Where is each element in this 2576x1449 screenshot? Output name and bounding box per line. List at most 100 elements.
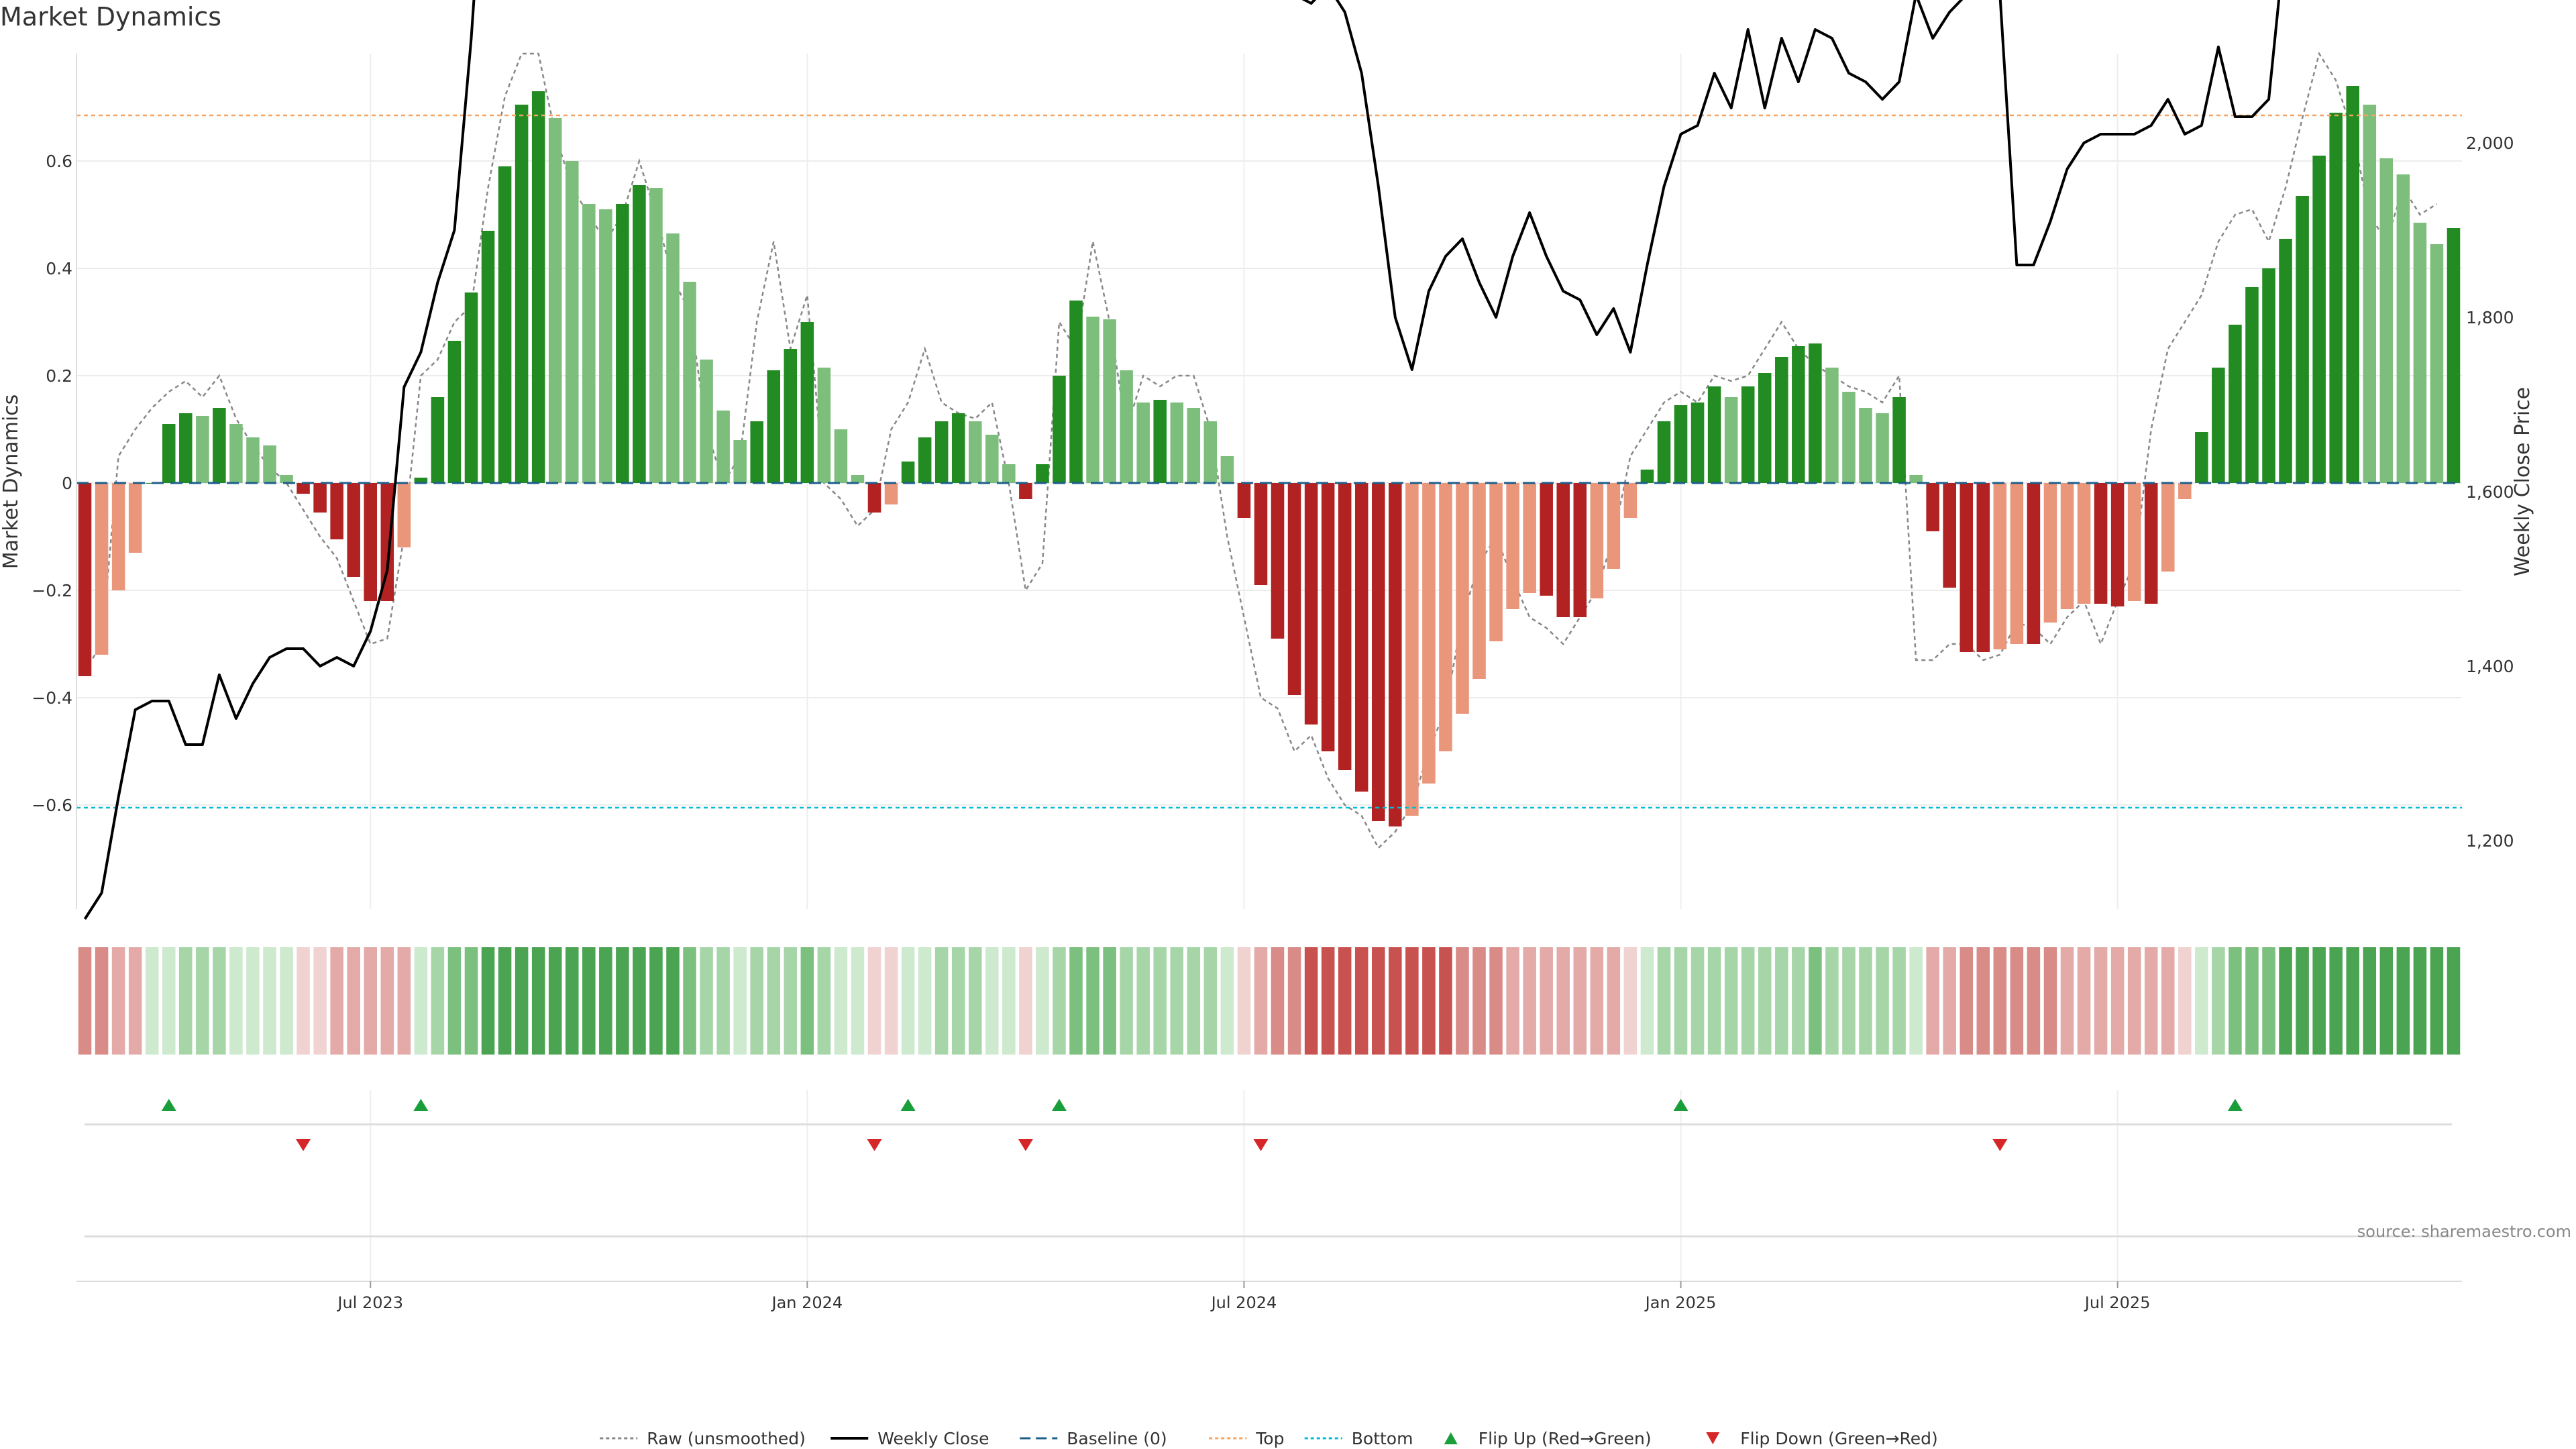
regime-cell — [2110, 947, 2125, 1055]
dynamics-bar — [196, 416, 209, 483]
regime-cell — [1019, 947, 1032, 1055]
regime-cell — [1220, 947, 1234, 1055]
regime-cell — [2195, 947, 2208, 1055]
raw-series — [84, 51, 2438, 850]
flip-down-marker — [1018, 1139, 1033, 1151]
dynamics-bar — [1271, 483, 1285, 639]
regime-cell — [1792, 947, 1805, 1055]
regime-cell — [1993, 947, 2007, 1055]
regime-cell — [1623, 947, 1638, 1055]
right-tick-label: 1,200 — [2466, 831, 2514, 851]
dynamics-bar — [1741, 386, 1755, 483]
dynamics-bar — [2010, 483, 2024, 644]
dynamics-bar — [2060, 483, 2074, 609]
dynamics-bar — [2195, 432, 2208, 483]
regime-cell — [633, 947, 646, 1055]
dynamics-bar — [1556, 483, 1570, 617]
regime-cell — [834, 947, 848, 1055]
dynamics-bar — [1439, 483, 1452, 751]
regime-cell — [1103, 947, 1116, 1055]
regime-cell — [1842, 947, 1856, 1055]
regime-cell — [1607, 947, 1621, 1055]
dynamics-bar — [1926, 483, 1939, 531]
dynamics-bar — [2346, 86, 2359, 483]
regime-cell — [2430, 947, 2444, 1055]
flip-up-marker — [1051, 1099, 1067, 1111]
regime-cell — [1489, 947, 1503, 1055]
dynamics-bar — [1657, 421, 1671, 483]
dynamics-bar — [2379, 158, 2394, 483]
regime-cell — [95, 947, 109, 1055]
dynamics-bar — [313, 483, 327, 513]
dynamics-bar — [1389, 483, 1402, 826]
regime-cell — [128, 947, 142, 1055]
dynamics-bar — [666, 233, 680, 483]
regime-strip — [78, 947, 2461, 1055]
dynamics-bar — [851, 475, 865, 483]
raw-line — [84, 51, 2438, 850]
dynamics-bar — [2396, 174, 2410, 483]
flip-down-marker — [1992, 1139, 2008, 1151]
dynamics-bar — [380, 483, 394, 601]
dynamics-bar — [1506, 483, 1519, 609]
dynamics-bar — [599, 209, 612, 483]
dynamics-bar — [1842, 392, 1856, 483]
dynamics-bar — [213, 408, 226, 483]
dynamics-bar — [2262, 268, 2275, 483]
regime-cell — [1758, 947, 1772, 1055]
regime-cell — [1187, 947, 1201, 1055]
dynamics-bar — [1523, 483, 1536, 593]
dynamics-bar — [2430, 244, 2444, 483]
left-tick-label: 0.2 — [46, 366, 72, 386]
dynamics-bar — [1993, 483, 2007, 649]
dynamics-bar — [111, 483, 125, 590]
dynamics-bar — [1338, 483, 1352, 770]
dynamics-bar — [297, 483, 310, 494]
right-tick-label: 1,800 — [2466, 308, 2514, 327]
legend-item: Top — [1209, 1429, 1284, 1448]
dynamics-bar — [2043, 483, 2057, 623]
dynamics-bar — [834, 429, 848, 483]
regime-cell — [2396, 947, 2410, 1055]
regime-cell — [1523, 947, 1536, 1055]
dynamics-bar — [1607, 483, 1621, 569]
date-tick-label: Jul 2024 — [1210, 1293, 1277, 1312]
dynamics-bar — [985, 435, 999, 483]
left-tick-label: 0.6 — [46, 152, 72, 171]
dynamics-bar — [1254, 483, 1268, 585]
legend: Raw (unsmoothed) Weekly Close Baseline (0)… — [600, 1429, 1938, 1448]
dynamics-bar — [330, 483, 343, 539]
regime-cell — [481, 947, 495, 1055]
dynamics-bar — [1489, 483, 1503, 641]
left-tick-label: −0.4 — [32, 688, 72, 708]
dynamics-bar — [1775, 357, 1788, 483]
dynamics-bar — [951, 413, 965, 483]
flip-markers — [85, 1099, 2452, 1238]
regime-cell — [1439, 947, 1452, 1055]
dynamics-bar — [700, 360, 713, 483]
regime-cell — [2077, 947, 2091, 1055]
dynamics-bar — [767, 370, 781, 483]
regime-cell — [548, 947, 562, 1055]
dynamics-bar — [633, 185, 646, 483]
dynamics-bar — [2110, 483, 2125, 606]
regime-cell — [2312, 947, 2326, 1055]
regime-cell — [162, 947, 176, 1055]
regime-cell — [1254, 947, 1268, 1055]
regime-cell — [2413, 947, 2427, 1055]
regime-cell — [229, 947, 243, 1055]
regime-cell — [2379, 947, 2394, 1055]
dynamics-bar — [431, 397, 445, 483]
flip-up-marker — [1673, 1099, 1688, 1111]
regime-cell — [1053, 947, 1066, 1055]
regime-cell — [1271, 947, 1285, 1055]
regime-cell — [297, 947, 310, 1055]
dynamics-bar — [1304, 483, 1318, 724]
regime-cell — [1741, 947, 1755, 1055]
dynamics-bar — [1372, 483, 1385, 821]
regime-cell — [817, 947, 831, 1055]
dynamics-bar — [1590, 483, 1604, 598]
dynamics-bar — [531, 91, 545, 483]
dynamics-bar — [347, 483, 360, 577]
dynamics-bar — [1019, 483, 1032, 499]
